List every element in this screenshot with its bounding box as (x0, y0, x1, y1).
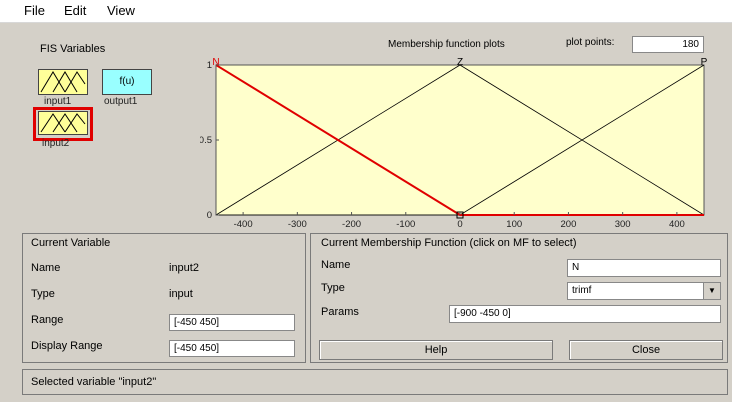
selected-variable-highlight (33, 107, 93, 141)
x-tick-label: 0 (457, 219, 462, 230)
mf-type-select[interactable]: trimf ▼ (567, 282, 721, 300)
menu-bar: File Edit View (0, 0, 732, 23)
variable-type-value: input (169, 288, 193, 300)
y-tick-label: 1 (207, 60, 212, 71)
membership-function-plot[interactable]: NZP-400-300-200-100010020030040010.50inp… (200, 56, 720, 231)
control-area: Current Variable Name input2 Type input … (0, 233, 732, 402)
x-tick-label: 400 (669, 219, 685, 230)
mf-label-P: P (701, 57, 708, 68)
mf-label-Z: Z (457, 57, 463, 68)
mf-type-value: trimf (572, 285, 592, 296)
x-tick-label: -100 (396, 219, 415, 230)
display-range-label: Display Range (31, 340, 103, 352)
variable-type-label: Type (31, 288, 55, 300)
x-tick-label: -200 (342, 219, 361, 230)
input1-label: input1 (44, 96, 72, 107)
help-button[interactable]: Help (319, 340, 553, 360)
status-text: Selected variable "input2" (31, 376, 157, 388)
menu-file[interactable]: File (24, 3, 45, 18)
variable-name-label: Name (31, 262, 61, 274)
plot-points-input[interactable]: 180 (632, 36, 704, 53)
chevron-down-icon[interactable]: ▼ (703, 283, 720, 299)
display-range-input[interactable]: [-450 450] (169, 340, 295, 357)
y-tick-label: 0.5 (200, 135, 212, 146)
plot-title: Membership function plots (388, 39, 505, 50)
status-bar: Selected variable "input2" (22, 369, 728, 395)
input2-variable-box[interactable] (38, 111, 88, 135)
mf-name-label: Name (321, 259, 351, 271)
range-input[interactable]: [-450 450] (169, 314, 295, 331)
plot-points-label: plot points: (566, 37, 615, 48)
menu-edit[interactable]: Edit (64, 3, 87, 18)
x-tick-label: 100 (506, 219, 522, 230)
x-tick-label: -400 (234, 219, 253, 230)
current-variable-panel: Current Variable Name input2 Type input … (22, 233, 306, 363)
membership-triangles-icon (40, 71, 86, 93)
current-mf-panel: Current Membership Function (click on MF… (310, 233, 728, 363)
x-tick-label: 300 (615, 219, 631, 230)
fis-variables-title: FIS Variables (40, 43, 106, 55)
close-button[interactable]: Close (569, 340, 723, 360)
y-tick-label: 0 (207, 210, 212, 221)
menu-view[interactable]: View (107, 3, 135, 18)
variable-name-value: input2 (169, 262, 199, 274)
mf-params-input[interactable]: [-900 -450 0] (449, 305, 721, 323)
current-variable-title: Current Variable (31, 237, 111, 249)
output1-label: output1 (104, 96, 138, 107)
range-label: Range (31, 314, 64, 326)
output1-variable-box[interactable]: f(u) (102, 69, 152, 95)
x-tick-label: -300 (288, 219, 307, 230)
current-mf-title: Current Membership Function (click on MF… (321, 237, 577, 249)
input1-variable-box[interactable] (38, 69, 88, 95)
x-tick-label: 200 (561, 219, 577, 230)
mf-name-input[interactable]: N (567, 259, 721, 277)
plot-background (215, 64, 705, 216)
mf-params-label: Params (321, 306, 359, 318)
mf-label-N: N (212, 57, 219, 68)
mf-line-Z[interactable] (216, 64, 704, 216)
mf-line-N[interactable] (200, 63, 704, 216)
fis-area: FIS Variables input1 f(u) output1 input2… (0, 23, 732, 233)
membership-triangles-icon (40, 113, 86, 133)
mf-type-label: Type (321, 282, 345, 294)
input2-label: input2 (42, 138, 70, 149)
